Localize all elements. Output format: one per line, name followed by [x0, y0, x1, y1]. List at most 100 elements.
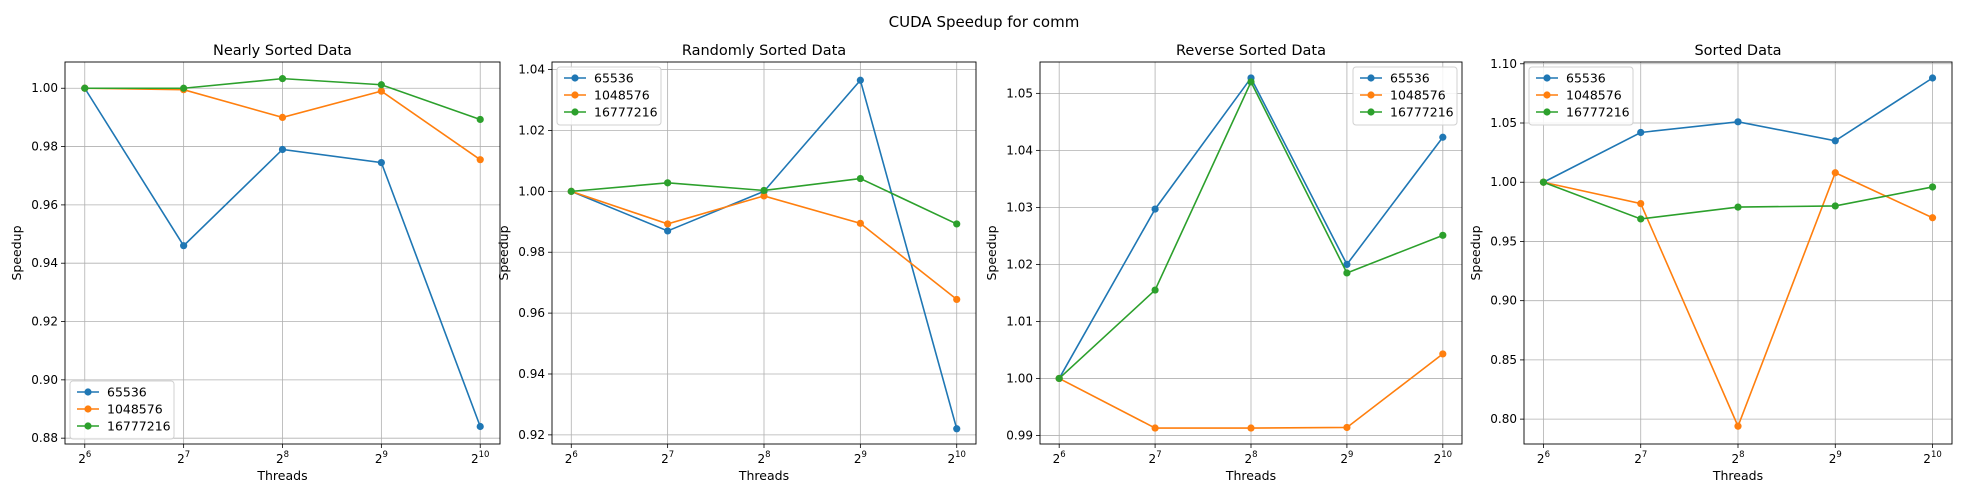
legend-swatch-marker [1543, 91, 1551, 99]
legend-swatch-marker [1367, 91, 1375, 99]
x-tick-exponent: 9 [1836, 450, 1841, 460]
x-tick-base: 2 [1434, 452, 1442, 466]
x-tick-base: 2 [1731, 452, 1739, 466]
x-tick-label: 26 [1053, 450, 1066, 466]
x-axis-label: Threads [1712, 468, 1763, 483]
legend-entry: 65536 [1566, 71, 1606, 86]
data-point [953, 220, 961, 228]
x-tick-exponent: 10 [955, 450, 966, 460]
x-tick-base: 2 [1829, 452, 1837, 466]
x-tick-base: 2 [757, 452, 765, 466]
y-tick-label: 1.04 [518, 63, 545, 77]
legend-swatch-marker [571, 74, 579, 82]
x-tick-exponent: 9 [382, 450, 387, 460]
data-point [81, 84, 89, 92]
data-point [1637, 128, 1645, 137]
y-axis-label: Speedup [9, 225, 24, 280]
x-tick-base: 2 [1053, 452, 1061, 466]
x-tick-base: 2 [854, 452, 862, 466]
x-tick-exponent: 9 [861, 450, 866, 460]
y-tick-label: 1.00 [1490, 175, 1517, 189]
y-tick-label: 0.90 [31, 373, 58, 387]
data-point [953, 425, 961, 433]
x-tick-exponent: 6 [86, 450, 91, 460]
data-point [180, 84, 188, 92]
y-tick-label: 1.02 [1006, 257, 1033, 271]
legend-entry: 1048576 [107, 402, 163, 417]
y-tick-label: 1.02 [518, 123, 545, 137]
y-tick-label: 0.94 [31, 256, 58, 270]
x-tick-exponent: 10 [1441, 450, 1452, 460]
x-tick-exponent: 10 [1931, 450, 1942, 460]
x-tick-label: 29 [375, 450, 388, 466]
legend-box [556, 66, 662, 126]
legend: 65536 1048576 16777216 [1352, 66, 1458, 126]
x-tick-exponent: 8 [284, 450, 289, 460]
x-tick-base: 2 [1149, 452, 1157, 466]
legend-swatch-marker [1543, 108, 1551, 116]
x-tick-label: 26 [565, 450, 578, 466]
data-point [278, 113, 287, 122]
data-point [856, 219, 864, 227]
subplot-title: Randomly Sorted Data [682, 43, 846, 59]
legend-swatch-marker [84, 422, 92, 430]
x-tick-base: 2 [471, 452, 479, 466]
data-point [1831, 137, 1839, 145]
data-point [377, 159, 385, 167]
x-tick-label: 28 [1731, 450, 1744, 466]
x-tick-label: 28 [1244, 450, 1257, 466]
x-tick-base: 2 [947, 452, 955, 466]
data-point [1734, 203, 1742, 211]
legend-box [69, 380, 175, 440]
y-tick-label: 0.90 [1490, 294, 1517, 308]
data-point [1343, 423, 1351, 432]
y-tick-label: 0.95 [1490, 234, 1517, 248]
legend-entry: 65536 [1390, 71, 1430, 86]
y-tick-label: 0.99 [1006, 428, 1033, 442]
data-point [664, 179, 672, 187]
legend-entry: 1048576 [1390, 88, 1446, 103]
y-axis-label: Speedup [984, 225, 999, 280]
data-point [1637, 215, 1645, 223]
data-point [1055, 374, 1063, 383]
legend-entry: 1048576 [594, 88, 650, 103]
x-tick-exponent: 8 [1739, 450, 1744, 460]
y-tick-label: 0.85 [1490, 353, 1517, 367]
x-axis-label: Threads [738, 468, 789, 483]
data-point [1439, 231, 1447, 239]
data-point [664, 220, 672, 228]
data-point [1151, 205, 1159, 213]
x-tick-label: 29 [854, 450, 867, 466]
y-tick-label: 1.00 [31, 81, 58, 95]
data-point [1247, 78, 1255, 86]
x-tick-label: 210 [1923, 450, 1941, 466]
data-point [760, 186, 768, 195]
data-point [476, 156, 484, 164]
legend-entry: 65536 [594, 71, 634, 86]
x-tick-base: 2 [565, 452, 573, 466]
x-tick-label: 26 [78, 450, 91, 466]
x-tick-exponent: 8 [765, 450, 770, 460]
y-tick-label: 0.96 [518, 306, 545, 320]
legend-entry: 16777216 [594, 105, 658, 120]
data-point [1831, 202, 1839, 210]
data-point [278, 145, 287, 154]
data-point [856, 76, 864, 84]
legend-entry: 1048576 [1566, 88, 1622, 103]
x-tick-label: 27 [661, 450, 674, 466]
x-tick-exponent: 7 [1156, 450, 1161, 460]
x-tick-exponent: 8 [1252, 450, 1257, 460]
y-tick-label: 0.92 [518, 428, 545, 442]
data-point [567, 187, 575, 195]
x-tick-label: 29 [1829, 450, 1842, 466]
legend-swatch-marker [571, 91, 579, 99]
x-tick-exponent: 6 [1545, 450, 1550, 460]
data-point [760, 192, 768, 200]
data-point [180, 242, 188, 250]
legend-entry: 65536 [107, 385, 147, 400]
legend-swatch-marker [1543, 74, 1551, 82]
data-point [1734, 118, 1742, 126]
x-tick-label: 27 [177, 450, 190, 466]
